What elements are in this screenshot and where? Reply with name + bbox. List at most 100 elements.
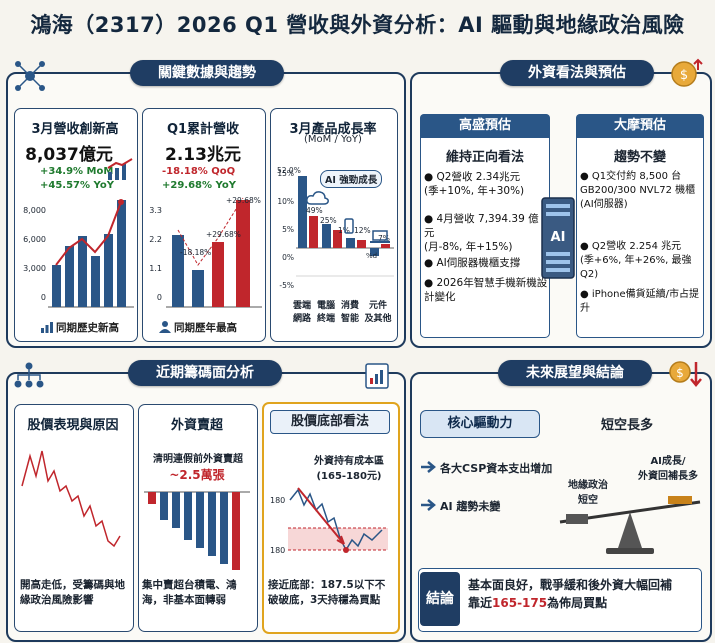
sell-bar (196, 492, 204, 548)
foreign-sell-note: 清明連假前外資賣超 (153, 454, 243, 465)
gs-head: 高盛預估 (420, 114, 550, 138)
ms-head: 大摩預估 (576, 114, 704, 138)
revenue-bar-chart (48, 199, 134, 308)
q1-ytick: 2.2 (149, 235, 162, 244)
sell-bar (160, 492, 168, 520)
cloud-icon (306, 191, 329, 205)
q1-label-1: -18.18% (180, 248, 212, 257)
driver-item: AI 趨勢未變 (440, 500, 501, 513)
q1-yoy: +29.68% YoY (162, 180, 236, 191)
q1-ytick: 0 (156, 293, 162, 302)
revenue-ytick: 6,000 (23, 235, 46, 244)
ms-item: ● iPhone備貨延續/市占提升 (580, 289, 700, 314)
stock-card (14, 404, 134, 632)
cost-zone (288, 528, 388, 550)
gs-title: 維持正向看法 (445, 150, 524, 165)
arrow-right-icon (421, 461, 436, 473)
server-ai-label: AI (550, 230, 566, 245)
revenue-ytick: 8,000 (23, 206, 46, 215)
ms-title: 趨勢不變 (613, 150, 666, 165)
foreign-sell-value: ~2.5萬張 (169, 468, 225, 482)
stock-card-text: 開高走低，受籌碼與地緣政治風險影響 (20, 579, 125, 606)
product-ytick: -5% (279, 281, 294, 290)
product-bar (322, 224, 331, 248)
foreign-tab: 外資看法與預估 (500, 60, 654, 86)
q1-card-title: Q1累計營收 (166, 122, 240, 137)
product-card-subtitle: (MoM / YoY) (304, 134, 362, 145)
bottom-card (262, 402, 400, 634)
bottom-card-title: 股價底部看法 (270, 410, 390, 434)
q1-bar (192, 270, 204, 307)
hierarchy-icon (14, 362, 44, 388)
sell-bar (208, 492, 216, 556)
left-weight-label: 地緣政治 短空 (568, 480, 608, 506)
conclusion-text: 基本面良好，戰爭緩和後外資大幅回補 靠近165-175為佈局買點 (468, 576, 698, 612)
sell-bar-chart (144, 491, 250, 570)
record-icon (41, 322, 53, 333)
sell-bar (148, 492, 156, 504)
product-cat: 雲端 網路 (292, 301, 311, 324)
q1-trend-line (177, 197, 244, 266)
ms-item: ● Q1交付約 8,500 台 GB200/300 NVL72 機櫃 (AI伺服… (580, 171, 696, 210)
product-cat: 元件 及其他 (364, 301, 392, 324)
q1-bar (236, 200, 250, 307)
sell-bar (220, 492, 228, 564)
q1-ytick: 3.3 (149, 206, 162, 215)
revenue-yaxis: 8,000 6,000 3,000 0 (16, 196, 46, 312)
q1-bar-chart (166, 197, 262, 308)
dollar-down-icon: $ (669, 361, 702, 387)
revenue-bar (78, 236, 87, 307)
q1-label-3: +29.68% (226, 196, 261, 205)
gs-item: ● Q2營收 2.34兆元 (季+10%, 年+30%) (424, 171, 525, 197)
sell-bar (232, 492, 240, 570)
product-val-2: 49% (306, 206, 323, 215)
product-cat: 消費 智能 (340, 301, 359, 324)
product-bar-chart (296, 176, 394, 277)
growth-chart-icon (107, 158, 133, 180)
revenue-trend-line (55, 201, 122, 266)
q1-yaxis: 3.3 2.2 1.1 0 (142, 196, 162, 312)
q1-bar (212, 242, 224, 307)
product-card-title: 3月產品成長率 (289, 122, 377, 137)
revenue-bar (104, 234, 113, 307)
sell-bar (184, 492, 192, 540)
product-ytick: 15% (277, 169, 294, 178)
product-ytick: 10% (277, 197, 294, 206)
product-bar (298, 176, 307, 248)
ai-callout: AI 強勁成長 (320, 170, 383, 188)
product-val-7: %d (366, 252, 378, 260)
q1-value: 2.13兆元 (165, 145, 241, 165)
q1-label-2: +29.68% (206, 230, 241, 239)
revenue-ytick: 0 (40, 293, 46, 302)
product-bar (333, 230, 342, 248)
gs-item: ● 4月營收 7,394.39 億元 (月-8%, 年+15%) (424, 213, 539, 253)
page-title: 鴻海（2317）2026 Q1 營收與外資分析：AI 驅動與地緣政治風險 (30, 13, 685, 37)
bottom-y-2: 180 (270, 546, 286, 555)
product-val-6: 7% (378, 234, 390, 243)
driver-item: 各大CSP資本支出增加 (440, 462, 553, 475)
revenue-value: 8,037億元 (25, 145, 113, 165)
arrow-right-icon (421, 499, 436, 511)
conclusion-line-2: 靠近165-175為佈局買點 (468, 596, 608, 610)
core-driver-label: 核心驅動力 (420, 410, 540, 438)
product-val-1: 52.0% (277, 166, 301, 175)
cost-zone-note: 外資持有成本區 (165-180元) (314, 456, 384, 482)
document-chart-icon (365, 363, 389, 389)
stock-card-title: 股價表現與原因 (27, 418, 119, 433)
laptop-icon (370, 230, 390, 243)
short-long-label: 短空長多 (600, 418, 653, 433)
product-val-4: 1% (338, 226, 350, 235)
q1-footnote: 同期歷年最高 (174, 322, 237, 334)
bottom-y-1: 180 (270, 496, 286, 505)
gs-item: ● AI伺服器機櫃支撐 (424, 257, 521, 269)
revenue-card-title: 3月營收創新高 (31, 122, 119, 137)
sell-bar (172, 492, 180, 528)
revenue-bar (117, 200, 126, 307)
revenue-bar (52, 265, 61, 307)
ms-card (576, 114, 704, 338)
key-data-tab: 關鍵數據與趨勢 (130, 60, 284, 86)
conclusion-label: 結論 (420, 572, 460, 626)
foreign-sell-text: 集中賣超台積電、鴻海，非基本面轉弱 (142, 579, 237, 606)
network-icon (15, 61, 45, 91)
product-cat: 電腦 終端 (316, 301, 335, 324)
